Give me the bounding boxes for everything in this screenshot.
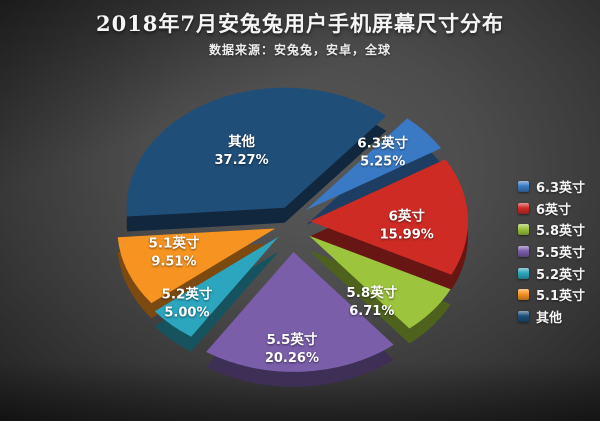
legend-swatch — [518, 246, 529, 258]
slice-label-value: 5.00% — [164, 305, 209, 320]
slice-label-value: 9.51% — [151, 255, 196, 270]
pie-slice — [117, 228, 276, 304]
legend-item: 5.2英寸 — [518, 262, 585, 284]
legend-label: 5.5英寸 — [536, 246, 586, 262]
legend-label: 5.1英寸 — [536, 289, 586, 305]
pie-slice — [154, 236, 279, 337]
legend-item: 其他 — [518, 306, 585, 328]
slice-label-name: 6英寸 — [389, 207, 426, 224]
slice-label-name: 6.3英寸 — [357, 135, 408, 152]
legend-label: 6.3英寸 — [536, 181, 586, 197]
slice-label-value: 6.71% — [349, 304, 394, 319]
chart-subtitle: 数据来源：安兔兔，安卓，全球 — [208, 43, 391, 57]
pie-slice — [305, 118, 441, 211]
legend-swatch — [518, 289, 529, 301]
slice-label-name: 5.5英寸 — [266, 331, 317, 348]
legend-swatch — [518, 267, 529, 279]
pie-slice — [310, 159, 468, 275]
pie-slice — [126, 87, 387, 217]
legend-label: 5.8英寸 — [536, 224, 586, 240]
legend-swatch — [518, 181, 529, 193]
slice-label-value: 5.25% — [360, 155, 405, 170]
slice-label-name: 其他 — [228, 133, 255, 150]
legend-label: 6英寸 — [536, 202, 572, 218]
legend-swatch — [518, 310, 529, 322]
pie-slice — [309, 235, 451, 329]
legend-item: 5.5英寸 — [518, 241, 585, 263]
legend-label: 其他 — [536, 310, 563, 326]
slice-label-name: 5.8英寸 — [346, 284, 397, 301]
legend-swatch — [518, 224, 529, 236]
slice-label-value: 15.99% — [380, 227, 434, 242]
legend-item: 6英寸 — [518, 198, 585, 220]
legend-item: 5.8英寸 — [518, 219, 585, 241]
slice-label-value: 37.27% — [214, 153, 268, 168]
legend: 6.3英寸 6英寸 5.8英寸 5.5英寸 5.2英寸 5.1英寸其他 — [518, 176, 585, 327]
legend-swatch — [518, 202, 529, 214]
legend-label: 5.2英寸 — [536, 267, 586, 283]
pie-slice — [206, 252, 394, 372]
legend-item: 6.3英寸 — [518, 176, 585, 198]
chart-title: 2018年7月安兔兔用户手机屏幕尺寸分布 — [95, 11, 505, 36]
slice-label-name: 5.2英寸 — [161, 285, 212, 302]
slice-label-name: 5.1英寸 — [149, 235, 200, 252]
slice-label-value: 20.26% — [265, 351, 319, 366]
legend-item: 5.1英寸 — [518, 284, 585, 306]
